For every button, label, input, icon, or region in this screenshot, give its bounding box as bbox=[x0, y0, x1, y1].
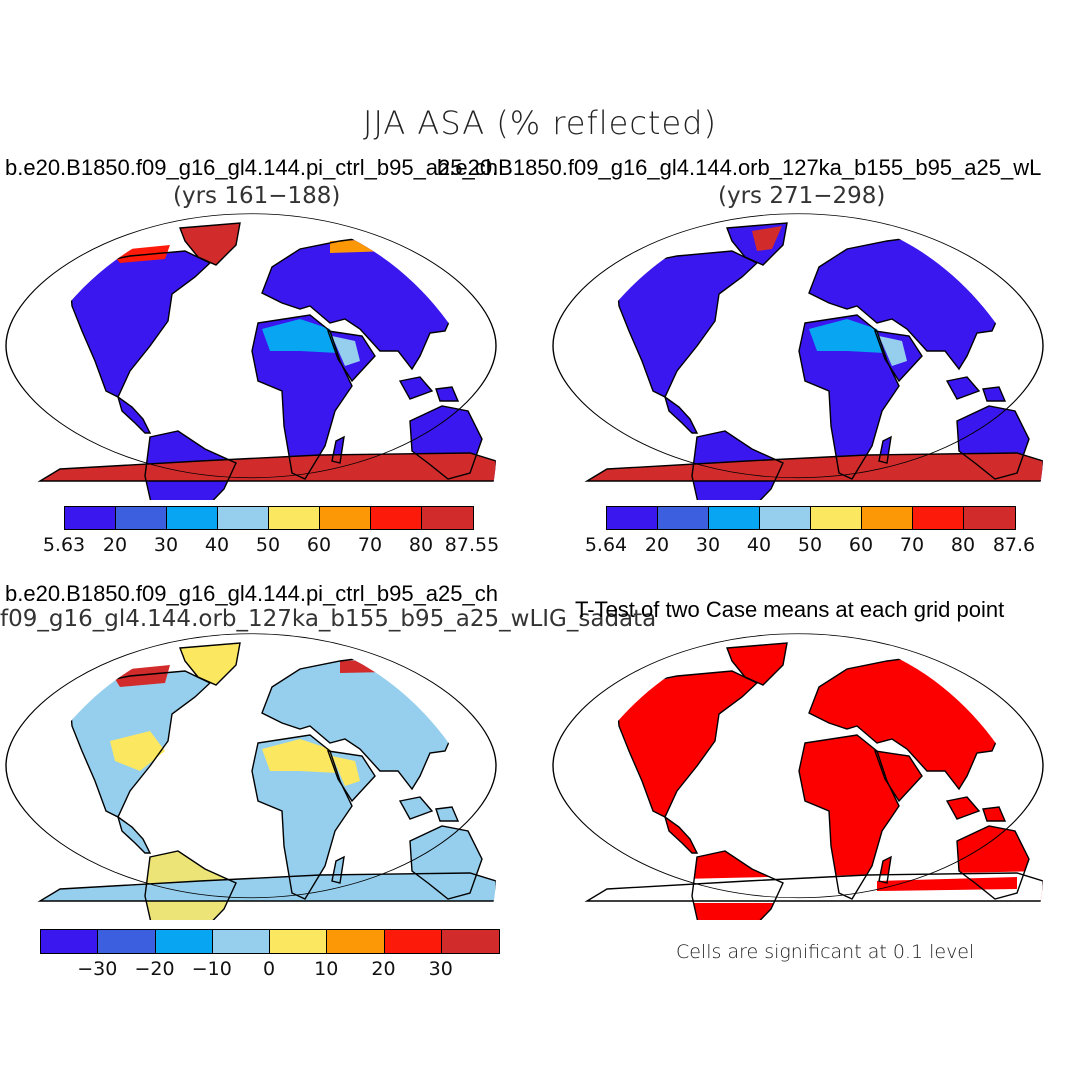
colorbar-swatch bbox=[658, 507, 709, 529]
map-ctrl bbox=[5, 213, 497, 500]
colorbar-swatch bbox=[167, 507, 218, 529]
colorbar-swatch bbox=[422, 507, 473, 529]
colorbar-tick-label: 20 bbox=[644, 534, 670, 556]
colorbar-tick-label: 87.6 bbox=[992, 534, 1036, 556]
colorbar-tick-label: −20 bbox=[134, 958, 175, 980]
colorbar-swatch bbox=[913, 507, 964, 529]
diff-siberia bbox=[340, 657, 440, 673]
colorbar-tick-label: 30 bbox=[153, 534, 179, 556]
colorbar-tick-label: 50 bbox=[255, 534, 281, 556]
map-boundary bbox=[5, 633, 497, 899]
colorbar-swatch bbox=[155, 930, 213, 953]
diff-east-us bbox=[110, 731, 165, 771]
colorbar-swatch bbox=[607, 507, 658, 529]
colorbar-tick-label: 30 bbox=[695, 534, 721, 556]
colorbar-swatch bbox=[862, 507, 913, 529]
colorbar-swatch bbox=[212, 930, 270, 953]
colorbar-swatch bbox=[270, 930, 328, 953]
map-boundary bbox=[552, 213, 1044, 479]
panel-orb-subtitle: (yrs 271−298) bbox=[718, 183, 886, 209]
diff-arabia bbox=[332, 756, 360, 786]
ctrl-antarctica-ice bbox=[40, 453, 496, 481]
colorbar-tick-label: 87.55 bbox=[444, 534, 500, 556]
colorbar-tick-label: 20 bbox=[102, 534, 128, 556]
colorbar-tick-label: 0 bbox=[262, 958, 276, 980]
colorbar-tick-label: 60 bbox=[306, 534, 332, 556]
colorbar-orb bbox=[606, 506, 1016, 530]
colorbar-tick-label: 5.63 bbox=[42, 534, 86, 556]
colorbar-swatch bbox=[327, 930, 385, 953]
panel-ctrl-title: b.e20.B1850.f09_g16_gl4.144.pi_ctrl_b95_… bbox=[5, 155, 498, 180]
map-diff bbox=[5, 633, 497, 920]
colorbar-swatch bbox=[371, 507, 422, 529]
colorbar-swatch bbox=[441, 930, 499, 953]
panel-ttest-title: T-Test of two Case means at each grid po… bbox=[575, 597, 1005, 622]
colorbar-tick-label: 70 bbox=[899, 534, 925, 556]
colorbar-tick-label: 40 bbox=[746, 534, 772, 556]
map-boundary bbox=[552, 633, 1044, 899]
colorbar-tick-label: 80 bbox=[950, 534, 976, 556]
colorbar-swatch bbox=[964, 507, 1015, 529]
panel-ctrl-subtitle: (yrs 161−188) bbox=[173, 183, 341, 209]
colorbar-tick-label: 50 bbox=[797, 534, 823, 556]
colorbar-swatch bbox=[709, 507, 760, 529]
diff-antarctica bbox=[40, 873, 496, 901]
diff-sahara bbox=[262, 739, 338, 773]
figure-title: JJA ASA (% reflected) bbox=[363, 104, 717, 142]
ctrl-ice-greenland bbox=[180, 223, 240, 265]
colorbar-swatch bbox=[65, 507, 116, 529]
colorbar-swatch bbox=[98, 930, 156, 953]
map-orb bbox=[552, 213, 1044, 500]
colorbar-diff bbox=[40, 929, 500, 954]
panel-diff-subtitle: f09_g16_gl4.144.orb_127ka_b155_b95_a25_w… bbox=[0, 606, 657, 632]
significance-note: Cells are significant at 0.1 level bbox=[676, 941, 975, 963]
colorbar-swatch bbox=[218, 507, 269, 529]
sahara-brightness bbox=[262, 319, 338, 353]
diff-greenland bbox=[180, 643, 240, 685]
colorbar-swatch bbox=[116, 507, 167, 529]
colorbar-tick-label: −30 bbox=[77, 958, 118, 980]
colorbar-swatch bbox=[41, 930, 99, 953]
colorbar-tick-label: 5.64 bbox=[584, 534, 628, 556]
colorbar-tick-label: 40 bbox=[204, 534, 230, 556]
panel-diff-title: b.e20.B1850.f09_g16_gl4.144.pi_ctrl_b95_… bbox=[5, 581, 498, 606]
colorbar-tick-label: 30 bbox=[428, 958, 453, 980]
map-ttest bbox=[552, 633, 1044, 920]
panel-orb-title: b.e20.B1850.f09_g16_gl4.144.orb_127ka_b1… bbox=[437, 155, 1042, 180]
colorbar-swatch bbox=[760, 507, 811, 529]
colorbar-tick-label: 10 bbox=[314, 958, 339, 980]
arabia-brightness bbox=[879, 336, 907, 366]
sahara-brightness bbox=[809, 319, 885, 353]
ttest-antarctica-mask bbox=[587, 871, 1043, 903]
colorbar-tick-label: 80 bbox=[408, 534, 434, 556]
map-boundary bbox=[5, 213, 497, 479]
arabia-brightness bbox=[332, 336, 360, 366]
colorbar-tick-label: 60 bbox=[848, 534, 874, 556]
colorbar-swatch bbox=[384, 930, 442, 953]
colorbar-swatch bbox=[320, 507, 371, 529]
colorbar-ctrl bbox=[64, 506, 474, 530]
colorbar-tick-label: 20 bbox=[371, 958, 396, 980]
colorbar-tick-label: −10 bbox=[191, 958, 232, 980]
orb-ice-greenland bbox=[752, 226, 782, 251]
orb-antarctica-ice bbox=[587, 453, 1043, 481]
colorbar-tick-label: 70 bbox=[357, 534, 383, 556]
colorbar-swatch bbox=[269, 507, 320, 529]
colorbar-swatch bbox=[811, 507, 862, 529]
